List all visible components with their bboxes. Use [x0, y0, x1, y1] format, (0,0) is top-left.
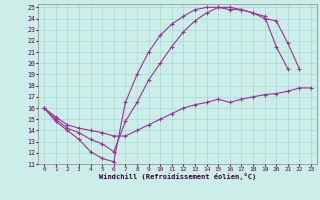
X-axis label: Windchill (Refroidissement éolien,°C): Windchill (Refroidissement éolien,°C)	[99, 173, 256, 180]
